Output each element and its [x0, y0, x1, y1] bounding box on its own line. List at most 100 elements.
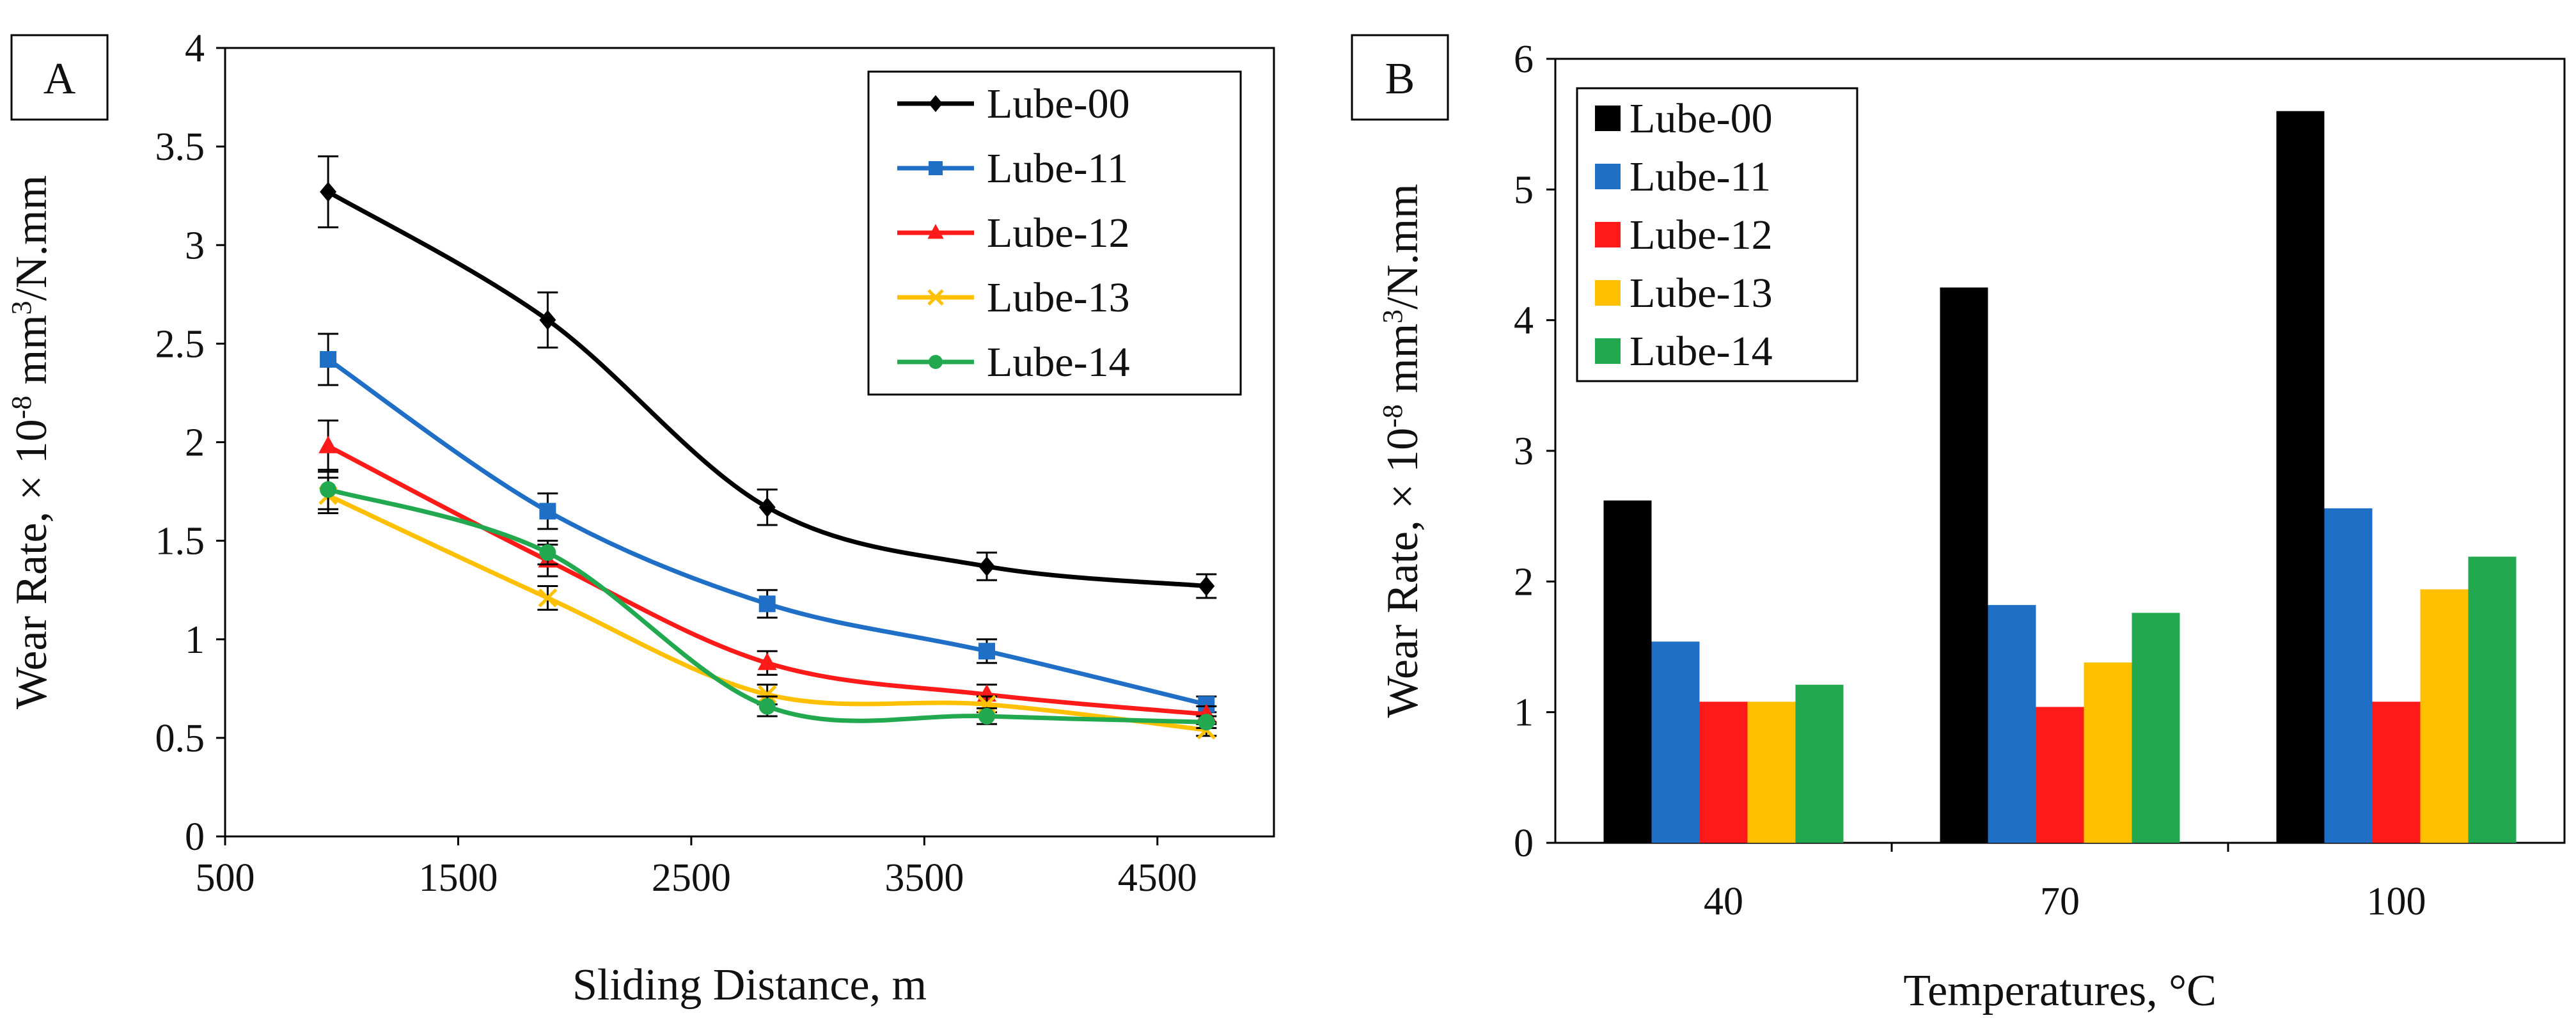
- bar-lube-14-40: [1795, 684, 1844, 843]
- a-legend-marker-lube-12: [927, 224, 944, 239]
- ylabel-text: /N.mm: [7, 175, 56, 301]
- bar-lube-11-40: [1651, 641, 1700, 843]
- data-point-lube-13: [977, 694, 996, 714]
- b-legend-swatch-lube-11: [1595, 164, 1621, 189]
- bar-lube-11-100: [2324, 508, 2373, 843]
- bar-lube-13-100: [2420, 589, 2469, 843]
- a-legend-label-lube-11: Lube-11: [987, 145, 1128, 192]
- ylabel-text: Wear Rate, × 10: [7, 419, 56, 709]
- a-legend-label-lube-14: Lube-14: [987, 339, 1130, 386]
- data-point-lube-00: [320, 182, 337, 202]
- y-axis-title-a: Wear Rate, × 10-8 mm3/N.mm: [6, 175, 57, 709]
- data-point-lube-00: [978, 556, 996, 577]
- panel-label-b: B: [1385, 54, 1415, 104]
- data-point-lube-12: [318, 435, 338, 453]
- y-tick-label-a-4: 4: [185, 27, 205, 70]
- b-legend-swatch-lube-12: [1595, 222, 1621, 247]
- a-legend-label-lube-13: Lube-13: [987, 274, 1130, 321]
- data-point-lube-11: [539, 503, 556, 520]
- b-legend-swatch-lube-13: [1595, 280, 1621, 306]
- data-point-lube-14: [758, 698, 776, 715]
- a-legend-label-lube-12: Lube-12: [987, 210, 1130, 256]
- data-point-lube-11: [320, 351, 337, 368]
- data-point-lube-00: [539, 310, 556, 330]
- data-point-lube-14: [320, 481, 337, 498]
- y-tick-label-b-2: 2: [1514, 560, 1534, 604]
- bar-lube-13-40: [1747, 702, 1796, 843]
- y-axis-title-b: Wear Rate, × 10-8 mm3/N.mm: [1377, 184, 1428, 717]
- data-point-lube-14: [539, 544, 556, 561]
- x-tick-label-a-4500: 4500: [1118, 856, 1197, 900]
- ylabel-superscript: 3: [1377, 310, 1408, 324]
- x-tick-label-a-1500: 1500: [418, 856, 498, 900]
- x-tick-label-a-3500: 3500: [884, 856, 964, 900]
- data-point-lube-13: [538, 588, 558, 608]
- data-point-lube-14: [978, 707, 996, 725]
- y-tick-label-a-0-5: 0.5: [155, 717, 205, 760]
- panel-label-box-a: [10, 34, 109, 121]
- bar-lube-12-100: [2372, 702, 2421, 843]
- b-legend-swatch-lube-14: [1595, 338, 1621, 364]
- x-tick-label-a-500: 500: [196, 856, 255, 900]
- data-point-lube-11: [978, 643, 996, 660]
- y-tick-label-b-4: 4: [1514, 299, 1534, 343]
- ylabel-text: mm: [7, 315, 56, 395]
- data-point-lube-00: [1198, 576, 1215, 597]
- y-tick-label-a-0: 0: [185, 815, 205, 859]
- bar-lube-14-100: [2468, 556, 2517, 843]
- ylabel-text: Wear Rate, × 10: [1378, 428, 1427, 718]
- x-tick-label-a-2500: 2500: [652, 856, 731, 900]
- x-tick-label-b-70: 70: [2040, 880, 2080, 923]
- y-tick-label-a-1-5: 1.5: [155, 520, 205, 563]
- data-point-lube-13: [757, 685, 777, 704]
- y-tick-label-b-6: 6: [1514, 38, 1534, 81]
- y-tick-label-b-5: 5: [1514, 168, 1534, 212]
- b-legend-label-lube-14: Lube-14: [1630, 328, 1773, 375]
- panel-label-a: A: [43, 54, 76, 104]
- data-point-lube-00: [758, 497, 776, 517]
- ylabel-text: /N.mm: [1378, 184, 1427, 309]
- bar-lube-00-70: [1940, 287, 1988, 843]
- a-legend-marker-lube-11: [929, 161, 943, 175]
- bar-lube-11-70: [1988, 605, 2036, 843]
- b-legend-box: [1576, 87, 1858, 382]
- y-tick-label-b-0: 0: [1514, 822, 1534, 865]
- y-tick-label-b-1: 1: [1514, 691, 1534, 735]
- a-legend-marker-lube-14: [929, 355, 943, 369]
- data-point-lube-12: [757, 652, 777, 670]
- y-tick-label-a-3-5: 3.5: [155, 125, 205, 169]
- ylabel-superscript: 3: [6, 301, 37, 315]
- y-tick-label-a-2-5: 2.5: [155, 322, 205, 366]
- bar-lube-13-70: [2084, 662, 2132, 843]
- data-point-lube-11: [758, 595, 776, 613]
- bar-lube-12-70: [2036, 707, 2084, 843]
- x-tick-label-b-100: 100: [2367, 880, 2426, 923]
- y-tick-label-a-2: 2: [185, 421, 205, 465]
- x-axis-title-a: Sliding Distance, m: [572, 960, 927, 1010]
- panel-label-box-b: [1351, 34, 1449, 121]
- bar-lube-00-100: [2276, 111, 2325, 843]
- b-legend-label-lube-13: Lube-13: [1630, 270, 1773, 317]
- ylabel-text: mm: [1378, 324, 1427, 404]
- a-legend-marker-lube-00: [929, 95, 943, 113]
- bar-lube-14-70: [2132, 613, 2180, 843]
- ylabel-superscript: -8: [6, 396, 37, 419]
- ylabel-superscript: -8: [1377, 404, 1408, 428]
- a-legend-marker-lube-13: [927, 289, 944, 306]
- y-tick-label-a-3: 3: [185, 224, 205, 267]
- y-tick-label-b-3: 3: [1514, 430, 1534, 473]
- x-axis-title-b: Temperatures, °C: [1903, 966, 2217, 1015]
- b-legend-label-lube-00: Lube-00: [1630, 95, 1773, 142]
- b-legend-label-lube-11: Lube-11: [1630, 153, 1771, 200]
- a-legend-label-lube-00: Lube-00: [987, 81, 1130, 127]
- panel-b-bar-chart: 0 1 2 3 4 5 6 40 70 100 Temperatures, °C Wear Rate,…: [1351, 34, 2566, 1015]
- b-legend-label-lube-12: Lube-12: [1630, 212, 1773, 258]
- x-tick-label-b-40: 40: [1704, 880, 1743, 923]
- data-point-lube-14: [1198, 714, 1215, 731]
- b-legend-swatch-lube-00: [1595, 106, 1621, 131]
- bar-lube-00-40: [1603, 500, 1652, 843]
- y-tick-label-a-1: 1: [185, 618, 205, 662]
- bar-lube-12-40: [1699, 702, 1748, 843]
